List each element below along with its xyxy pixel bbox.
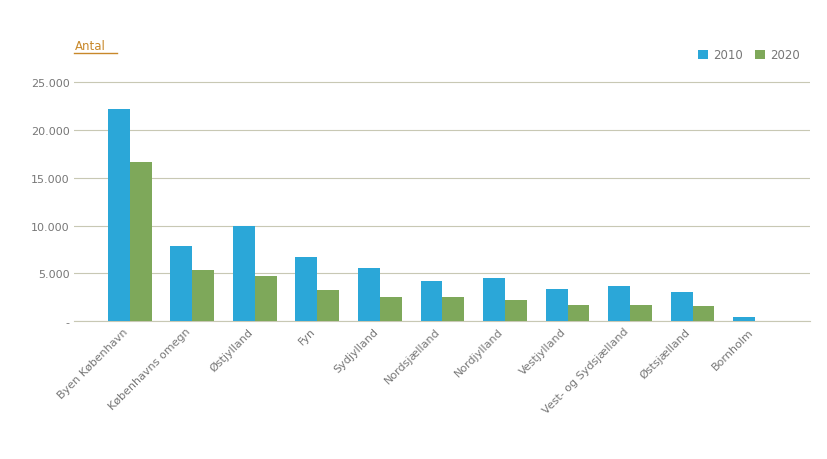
Bar: [233, 226, 255, 321]
Bar: [193, 271, 214, 321]
Bar: [608, 286, 630, 321]
Bar: [630, 305, 652, 321]
Bar: [130, 162, 151, 321]
Bar: [358, 268, 380, 321]
Legend: 2010, 2020: 2010, 2020: [693, 45, 805, 67]
Bar: [295, 257, 318, 321]
Bar: [170, 246, 193, 321]
Bar: [380, 297, 402, 321]
Bar: [421, 281, 442, 321]
Bar: [567, 305, 590, 321]
Bar: [546, 289, 567, 321]
Bar: [483, 279, 505, 321]
Bar: [734, 318, 755, 321]
Bar: [505, 300, 527, 321]
Bar: [442, 297, 464, 321]
Bar: [108, 110, 130, 321]
Text: Antal: Antal: [74, 40, 105, 53]
Bar: [318, 290, 339, 321]
Bar: [692, 306, 715, 321]
Bar: [671, 293, 692, 321]
Bar: [255, 277, 277, 321]
